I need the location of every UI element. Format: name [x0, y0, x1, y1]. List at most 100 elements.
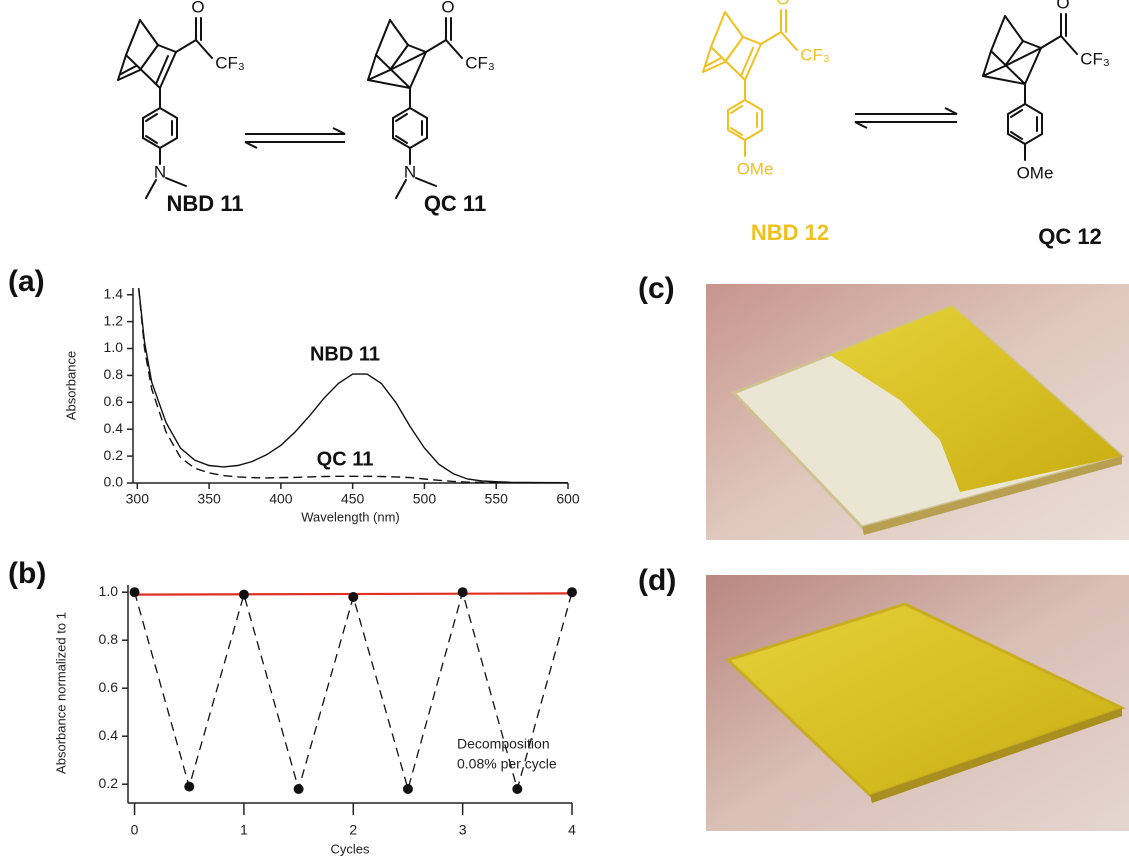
y-tick-label: 0.2 — [99, 775, 119, 791]
bond — [445, 39, 463, 59]
data-point — [184, 781, 195, 792]
y-tick-label: 0.4 — [99, 727, 119, 743]
series-label: NBD 11 — [310, 343, 380, 365]
x-tick-label: 0 — [131, 822, 139, 838]
bond — [702, 46, 712, 73]
bond — [1024, 103, 1043, 115]
bond — [375, 19, 391, 56]
y-tick-label: 0.0 — [104, 474, 124, 490]
molecule: O CF₃ OMe NBD 12 — [702, 0, 830, 245]
spectrum-line — [138, 287, 568, 484]
x-tick-label: 2 — [349, 822, 357, 838]
bond — [730, 127, 743, 136]
bond — [710, 46, 746, 81]
bond — [744, 43, 762, 81]
panel-label: (a) — [8, 265, 45, 298]
bond — [367, 79, 411, 89]
bond — [157, 44, 177, 53]
bond — [117, 69, 141, 81]
bond — [392, 107, 411, 119]
x-axis-title: Wavelength (nm) — [301, 509, 400, 524]
molecule: O CF₃ OMe QC 12 — [982, 0, 1110, 249]
bond — [1004, 15, 1024, 42]
bond — [1024, 133, 1043, 145]
bond — [724, 36, 744, 63]
molecule: O CF₃ N QC 11 — [367, 0, 495, 216]
atom-label: O — [441, 0, 454, 16]
bond — [142, 107, 161, 119]
x-tick-label: 600 — [556, 491, 580, 507]
bond — [1010, 109, 1023, 118]
bond — [395, 135, 408, 144]
y-tick-label: 0.6 — [99, 679, 119, 695]
bond — [724, 11, 744, 38]
bond — [710, 11, 726, 48]
atom-label: O — [191, 0, 204, 16]
atom-label: CF₃ — [1080, 49, 1110, 68]
photo — [706, 575, 1129, 831]
y-tick-label: 0.2 — [104, 447, 124, 463]
bond — [389, 19, 409, 46]
data-point — [402, 784, 413, 794]
bond — [727, 129, 746, 141]
data-point — [293, 784, 304, 794]
x-tick-label: 550 — [485, 491, 509, 507]
atom-label: CF₃ — [800, 45, 830, 64]
bond — [165, 177, 187, 187]
panel-label: (b) — [8, 557, 46, 590]
atom-label: CF₃ — [465, 53, 495, 72]
bond — [1010, 131, 1023, 140]
x-tick-label: 4 — [568, 822, 576, 838]
bond — [159, 137, 178, 149]
bond — [1007, 103, 1026, 115]
bond — [982, 50, 992, 77]
y-tick-label: 0.4 — [104, 420, 124, 436]
x-tick-label: 400 — [269, 491, 293, 507]
y-tick-label: 1.4 — [104, 285, 124, 301]
bond — [409, 51, 427, 89]
bond — [145, 135, 158, 144]
x-tick-label: 3 — [459, 822, 467, 838]
bond — [702, 61, 726, 73]
x-axis-title: Cycles — [330, 841, 370, 856]
atom-label: OMe — [1017, 163, 1054, 182]
bond — [117, 54, 127, 81]
bond — [1060, 35, 1078, 55]
bond — [1004, 47, 1042, 67]
data-point — [567, 587, 577, 598]
y-tick-label: 0.6 — [104, 393, 124, 409]
bond — [740, 47, 754, 77]
bond — [392, 137, 411, 149]
bond — [155, 55, 169, 85]
photo — [706, 284, 1129, 540]
y-tick-label: 0.8 — [99, 631, 119, 647]
bond — [730, 105, 743, 114]
y-tick-label: 1.2 — [104, 312, 124, 328]
bond — [367, 54, 377, 81]
series-label: QC 11 — [317, 448, 374, 470]
y-tick-label: 1.0 — [104, 339, 124, 355]
atom-label: CF₃ — [215, 53, 245, 72]
equilibrium-arrow — [244, 107, 958, 149]
bond — [780, 31, 798, 51]
x-tick-label: 450 — [341, 491, 365, 507]
bond — [125, 54, 161, 89]
bond — [760, 31, 782, 45]
atom-label: N — [404, 162, 416, 181]
bond — [395, 179, 407, 199]
atom-label: N — [154, 162, 166, 181]
x-tick-label: 500 — [413, 491, 437, 507]
bond — [145, 179, 157, 199]
bond — [139, 19, 159, 46]
bond — [982, 65, 1006, 77]
y-axis-title: Absorbance — [63, 351, 78, 420]
panel-label: (c) — [638, 272, 675, 305]
compound-name: QC 12 — [1038, 224, 1102, 249]
bond — [389, 51, 427, 71]
annotation: Decomposition — [457, 736, 550, 752]
bond — [145, 113, 158, 122]
bond — [1004, 40, 1024, 67]
